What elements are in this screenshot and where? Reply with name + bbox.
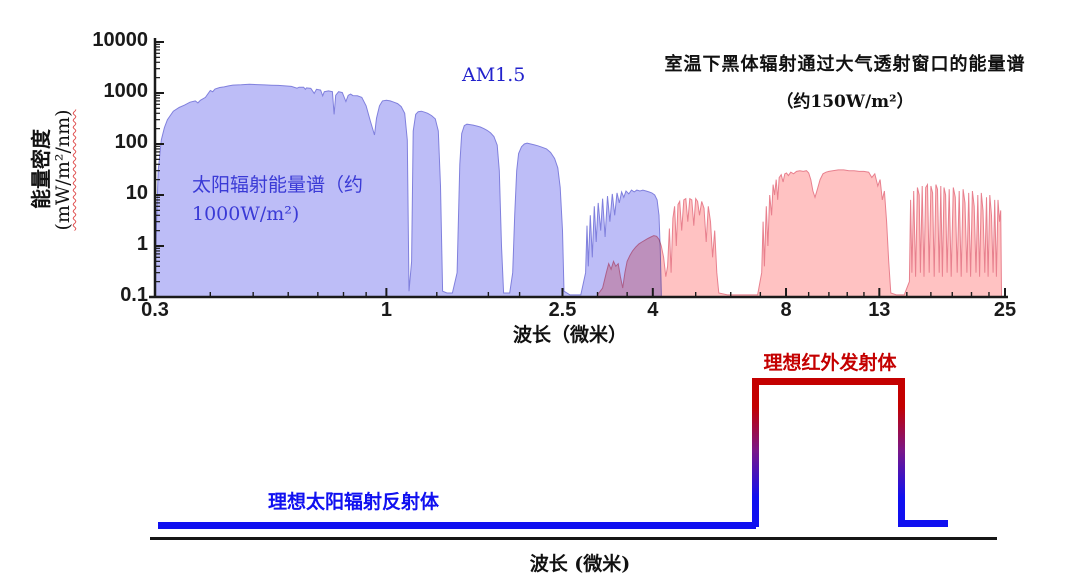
ideal-reflector-label: 理想太阳辐射反射体: [268, 491, 440, 513]
x-tick-label: 0.3: [141, 299, 169, 321]
solar-spectrum-annotation: 太阳辐射能量谱（约 1000W/m²): [192, 171, 452, 229]
chart-title: 室温下黑体辐射通过大气透射窗口的能量谱 （约150W/m²）: [620, 50, 1070, 112]
reflector-line-left: [158, 522, 756, 529]
y-tick-label: 0.1: [120, 284, 148, 306]
x-tick-label: 25: [993, 299, 1017, 321]
y-axis-title: 能量密度: [29, 129, 53, 209]
reflector-line-right: [898, 520, 948, 527]
spectra-plot: [149, 38, 1008, 299]
chart-title-line1: 室温下黑体辐射通过大气透射窗口的能量谱: [664, 54, 1026, 75]
solar-spectrum-area: [154, 83, 662, 298]
y-tick-label: 1000: [103, 80, 149, 102]
ideal-spectra-chart: 理想红外发射体 理想太阳辐射反射体 波长 (微米): [0, 340, 1080, 581]
ideal-emitter-label: 理想红外发射体: [763, 352, 897, 374]
solar-annotation-line1: 太阳辐射能量谱（约: [192, 174, 364, 196]
bottom-x-axis-line: [150, 537, 997, 540]
solar-spectrum-chart: 能量密度 (mW/m²/nm) AM1.5 太阳辐射能量谱（约 1000W/m²…: [29, 29, 1070, 346]
chart-title-line2: （约150W/m²）: [776, 92, 914, 112]
x-tick-label: 8: [780, 299, 792, 321]
y-tick-label: 10: [125, 182, 148, 204]
emitter-box-right-edge: [898, 380, 905, 527]
solar-annotation-line2: 1000W/m²): [192, 203, 300, 225]
x-axis-title: 波长（微米）: [512, 324, 627, 346]
bottom-x-axis-title: 波长 (微米): [529, 553, 631, 575]
x-tick-label: 13: [868, 299, 891, 321]
x-tick-label: 4: [647, 299, 659, 321]
y-tick-label: 100: [114, 131, 148, 153]
emitter-box-top-edge: [752, 378, 905, 385]
blackbody-window-area: [597, 169, 1002, 298]
x-tick-label: 1: [380, 299, 392, 321]
emitter-box-left-edge: [752, 380, 759, 527]
y-tick-label: 1: [136, 233, 148, 255]
y-tick-label: 10000: [92, 29, 148, 51]
x-tick-label: 2.5: [548, 299, 577, 321]
am15-label: AM1.5: [462, 64, 526, 86]
